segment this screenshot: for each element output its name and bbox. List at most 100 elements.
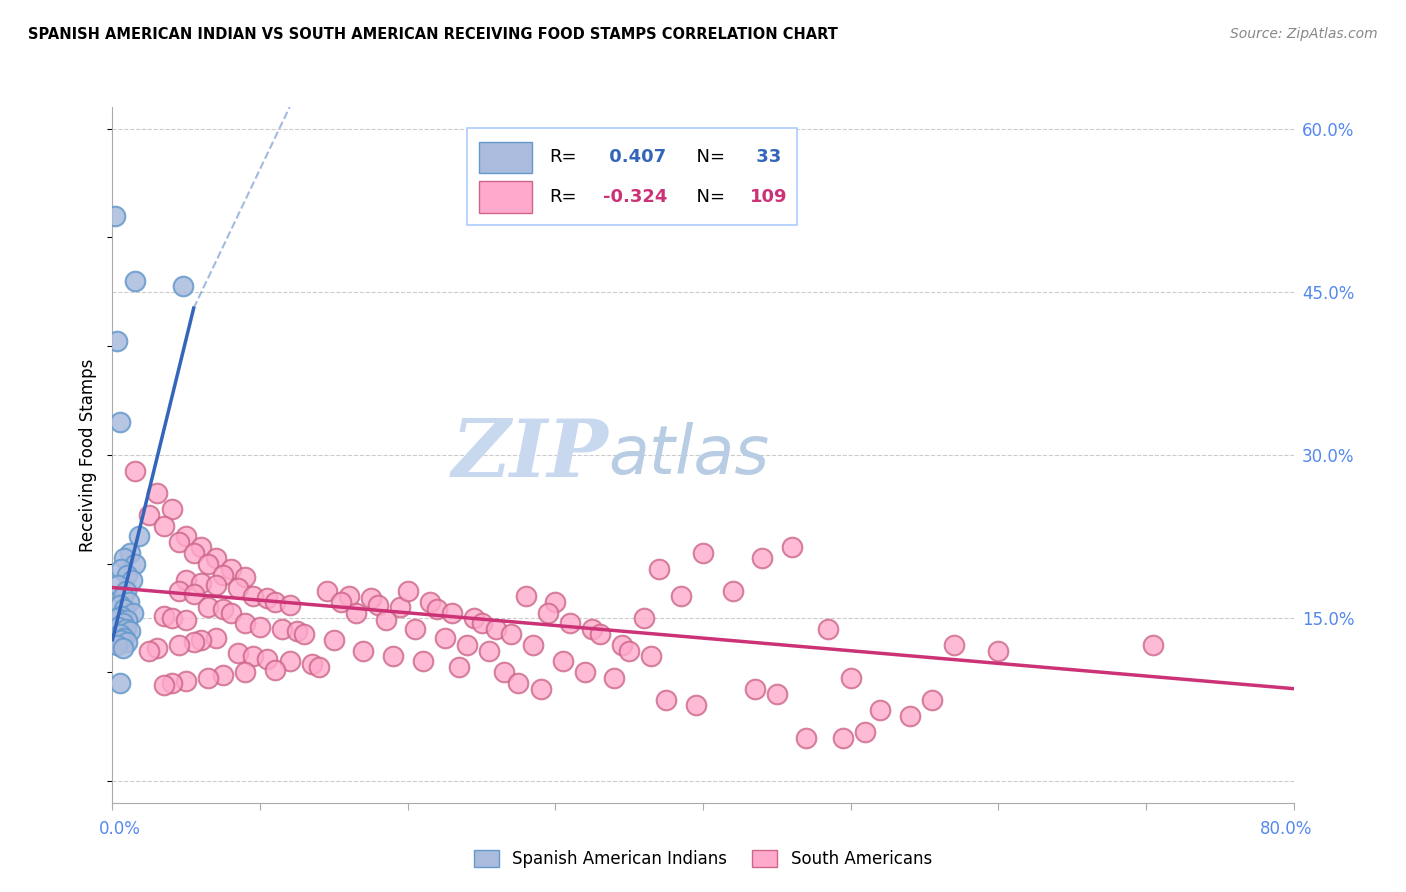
Point bbox=[367, 598, 389, 612]
Point bbox=[226, 581, 249, 595]
Point bbox=[382, 648, 405, 663]
Point bbox=[108, 627, 131, 641]
Point bbox=[110, 562, 132, 576]
Point bbox=[264, 663, 287, 677]
Point bbox=[389, 600, 412, 615]
Point bbox=[404, 622, 426, 636]
Point bbox=[205, 631, 228, 645]
Text: 0.0%: 0.0% bbox=[98, 820, 141, 838]
Point bbox=[256, 652, 278, 666]
Point bbox=[249, 620, 271, 634]
Text: R=: R= bbox=[550, 148, 576, 166]
Point bbox=[780, 541, 803, 555]
Point bbox=[122, 606, 145, 620]
Point bbox=[869, 703, 891, 717]
Point bbox=[205, 578, 228, 592]
Point bbox=[174, 529, 197, 543]
Point bbox=[426, 602, 449, 616]
Point bbox=[174, 573, 197, 587]
Point bbox=[138, 508, 160, 522]
Point bbox=[271, 622, 294, 636]
Point bbox=[419, 595, 441, 609]
Point bbox=[153, 608, 176, 623]
Point bbox=[183, 635, 205, 649]
Point bbox=[330, 595, 353, 609]
Point bbox=[256, 591, 278, 606]
Text: 0.407: 0.407 bbox=[603, 148, 665, 166]
Text: 109: 109 bbox=[751, 188, 787, 206]
Point bbox=[1142, 638, 1164, 652]
Point bbox=[744, 681, 766, 696]
Point bbox=[308, 660, 330, 674]
Point bbox=[352, 643, 374, 657]
Point bbox=[105, 611, 128, 625]
Text: 80.0%: 80.0% bbox=[1260, 820, 1313, 838]
Point bbox=[337, 589, 360, 603]
Point bbox=[212, 567, 235, 582]
Point bbox=[264, 595, 287, 609]
Point bbox=[655, 692, 678, 706]
Text: atlas: atlas bbox=[609, 422, 769, 488]
Point bbox=[537, 606, 560, 620]
Point bbox=[610, 638, 633, 652]
Point bbox=[315, 583, 337, 598]
Text: Source: ZipAtlas.com: Source: ZipAtlas.com bbox=[1230, 27, 1378, 41]
Point bbox=[108, 415, 131, 429]
Point bbox=[114, 583, 136, 598]
Point bbox=[470, 616, 494, 631]
Point bbox=[120, 546, 142, 560]
Point bbox=[108, 676, 131, 690]
Point bbox=[839, 671, 862, 685]
Point bbox=[105, 638, 128, 652]
Point bbox=[855, 725, 877, 739]
Point bbox=[301, 657, 323, 671]
Point bbox=[323, 632, 346, 647]
Point bbox=[128, 529, 150, 543]
Point bbox=[433, 631, 456, 645]
Point bbox=[832, 731, 855, 745]
Point bbox=[360, 591, 382, 606]
Point bbox=[167, 583, 190, 598]
Point bbox=[160, 502, 183, 516]
Point bbox=[114, 622, 136, 636]
Text: N=: N= bbox=[685, 188, 725, 206]
Point bbox=[121, 573, 143, 587]
Point bbox=[817, 622, 839, 636]
Legend: Spanish American Indians, South Americans: Spanish American Indians, South American… bbox=[467, 843, 939, 875]
Point bbox=[233, 570, 256, 584]
Point bbox=[190, 576, 212, 591]
Point bbox=[485, 622, 508, 636]
Point bbox=[278, 655, 301, 669]
Point bbox=[987, 643, 1010, 657]
Point bbox=[449, 660, 471, 674]
Point bbox=[619, 643, 641, 657]
Point bbox=[233, 616, 256, 631]
Text: R=: R= bbox=[550, 188, 576, 206]
Point bbox=[640, 648, 662, 663]
Point bbox=[138, 643, 160, 657]
Point bbox=[412, 655, 434, 669]
Point bbox=[160, 676, 183, 690]
Point bbox=[107, 620, 129, 634]
Point bbox=[921, 692, 943, 706]
Point bbox=[508, 676, 530, 690]
Point bbox=[197, 557, 219, 571]
Point bbox=[226, 646, 249, 660]
Point bbox=[111, 589, 134, 603]
Point bbox=[183, 546, 205, 560]
Point bbox=[441, 606, 464, 620]
Point bbox=[111, 641, 134, 656]
Point bbox=[212, 667, 235, 681]
FancyBboxPatch shape bbox=[478, 181, 531, 213]
Point bbox=[529, 681, 551, 696]
Point bbox=[603, 671, 626, 685]
Point bbox=[172, 279, 194, 293]
Point bbox=[107, 578, 129, 592]
Point bbox=[492, 665, 515, 680]
Text: -0.324: -0.324 bbox=[603, 188, 666, 206]
Point bbox=[167, 638, 190, 652]
Point bbox=[197, 600, 219, 615]
Point bbox=[633, 611, 655, 625]
Point bbox=[581, 622, 603, 636]
Point bbox=[766, 687, 789, 701]
